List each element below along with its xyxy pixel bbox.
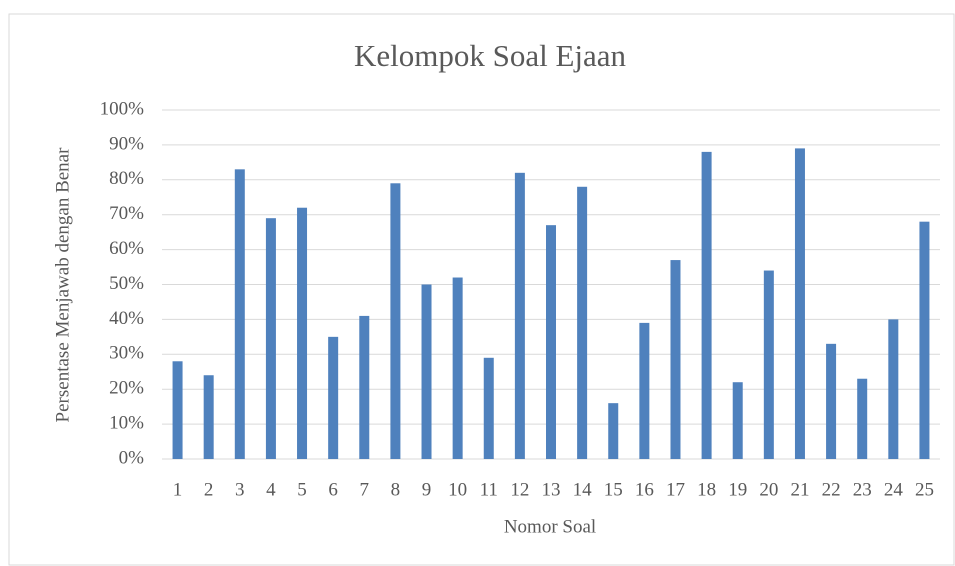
bar	[857, 378, 868, 459]
y-tick-label: 90%	[109, 133, 144, 154]
bar	[421, 284, 432, 459]
x-tick-label: 8	[391, 479, 401, 500]
x-tick-label: 16	[635, 479, 654, 500]
bar	[172, 361, 183, 459]
bar	[546, 225, 556, 459]
y-tick-label: 40%	[109, 308, 144, 329]
x-tick-label: 4	[266, 479, 276, 500]
bar	[763, 270, 774, 459]
y-tick-label: 80%	[109, 168, 144, 189]
bar	[265, 218, 276, 459]
y-tick-label: 30%	[109, 343, 144, 364]
x-tick-label: 12	[510, 479, 529, 500]
x-tick-label: 15	[604, 479, 623, 500]
y-tick-label: 20%	[109, 378, 144, 399]
x-axis-label: Nomor Soal	[504, 516, 596, 537]
bar	[203, 375, 214, 459]
x-tick-label: 17	[666, 479, 685, 500]
y-axis-label: Persentase Menjawab dengan Benar	[52, 147, 73, 423]
bar	[826, 343, 837, 459]
bar	[919, 221, 930, 459]
x-tick-label: 20	[759, 479, 778, 500]
bar	[732, 382, 743, 459]
y-tick-label: 70%	[109, 203, 144, 224]
y-tick-label: 60%	[109, 238, 144, 259]
x-tick-label: 9	[422, 479, 432, 500]
bar	[297, 207, 308, 459]
x-tick-label: 19	[728, 479, 747, 500]
bar	[514, 172, 525, 459]
bar	[608, 403, 619, 459]
bar	[452, 277, 463, 459]
bar	[483, 357, 494, 459]
x-tick-label: 14	[573, 479, 593, 500]
y-tick-label: 100%	[100, 98, 145, 119]
x-tick-label: 3	[235, 479, 245, 500]
y-tick-label: 50%	[109, 273, 144, 294]
bar	[577, 186, 588, 459]
x-tick-label: 13	[542, 479, 561, 500]
x-tick-label: 1	[173, 479, 183, 500]
y-tick-label: 0%	[119, 447, 145, 468]
bar	[794, 148, 805, 459]
x-tick-label: 6	[328, 479, 338, 500]
x-tick-label: 22	[822, 479, 841, 500]
x-tick-label: 21	[790, 479, 809, 500]
bar	[234, 169, 245, 459]
chart-title: Kelompok Soal Ejaan	[354, 38, 627, 73]
x-tick-label: 24	[884, 479, 904, 500]
bar	[701, 151, 712, 459]
bar	[888, 319, 899, 459]
x-tick-label: 2	[204, 479, 214, 500]
bar	[670, 260, 681, 459]
x-tick-label: 5	[297, 479, 307, 500]
x-tick-label: 11	[480, 479, 498, 500]
bar	[390, 183, 401, 460]
y-tick-label: 10%	[109, 412, 144, 433]
bar	[639, 322, 650, 459]
x-tick-label: 10	[448, 479, 467, 500]
x-tick-label: 7	[360, 479, 370, 500]
bar	[359, 315, 370, 459]
x-tick-label: 23	[853, 479, 872, 500]
x-tick-label: 25	[915, 479, 934, 500]
bar	[328, 336, 339, 459]
x-tick-label: 18	[697, 479, 716, 500]
